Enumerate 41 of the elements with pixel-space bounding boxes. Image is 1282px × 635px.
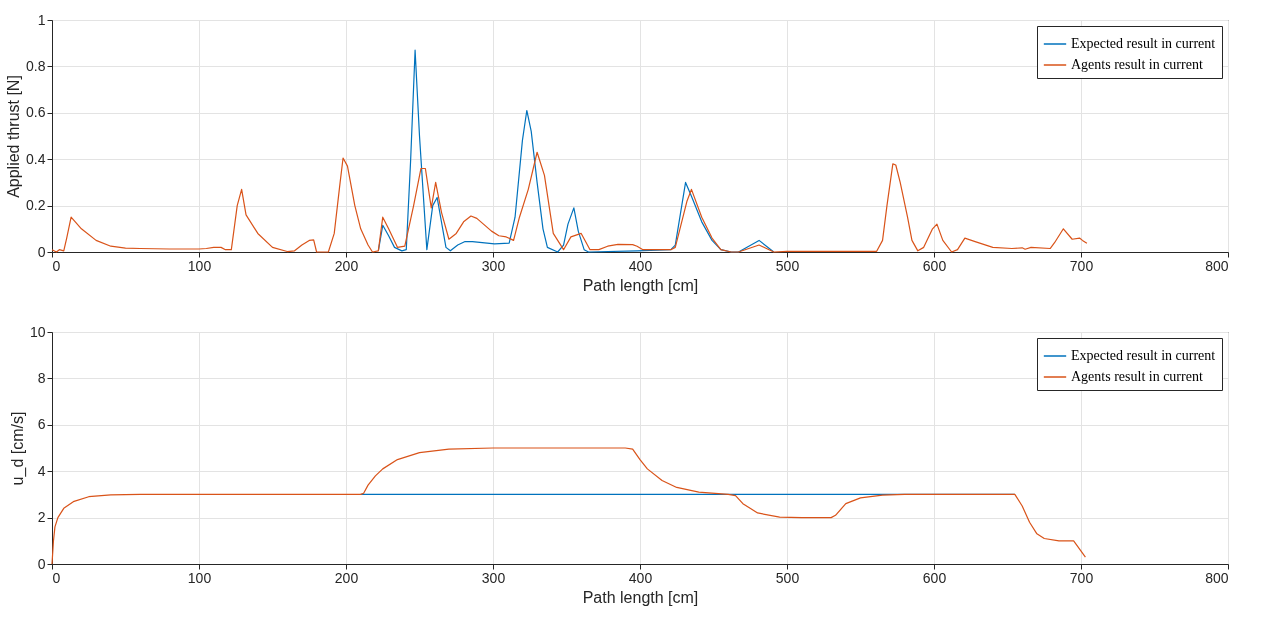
y-tick-label: 8: [37, 369, 46, 386]
y-tick-label: 0.4: [26, 150, 46, 167]
y-tick-label: 0: [37, 243, 46, 260]
y-tick-label: 0: [37, 555, 46, 572]
x-tick-label: 600: [922, 257, 947, 274]
line-series: [51, 447, 1087, 565]
x-tick-label: 200: [334, 569, 359, 586]
x-tick-label: 0: [52, 257, 61, 274]
x-tick-label: 500: [775, 257, 800, 274]
x-tick-label: 800: [1205, 257, 1229, 274]
y-axis-title: Applied thrust [N]: [5, 75, 23, 198]
x-tick-label: 200: [334, 257, 359, 274]
x-tick-label: 500: [775, 569, 800, 586]
y-tick-label: 10: [29, 323, 46, 340]
legend-label: Expected result in current: [1071, 36, 1216, 51]
x-tick-label: 700: [1069, 569, 1094, 586]
y-tick-label: 2: [37, 509, 46, 526]
y-tick-label: 6: [37, 416, 46, 433]
legend-label: Agents result in current: [1071, 57, 1203, 72]
x-tick-label: 300: [481, 569, 506, 586]
line-series: [377, 49, 775, 253]
x-tick-label: 100: [187, 257, 212, 274]
y-tick-label: 0.8: [26, 57, 46, 74]
y-axis-title: u_d [cm/s]: [8, 411, 27, 486]
y-tick-label: 1: [37, 11, 46, 28]
x-tick-label: 400: [628, 569, 653, 586]
x-tick-label: 400: [628, 257, 653, 274]
legend-label: Expected result in current: [1071, 348, 1216, 363]
y-tick-label: 0.6: [26, 104, 46, 121]
x-tick-label: 800: [1205, 569, 1229, 586]
x-tick-label: 300: [481, 257, 506, 274]
x-axis-title: Path length [cm]: [582, 588, 699, 606]
line-series: [51, 151, 1088, 253]
y-tick-label: 0.2: [26, 197, 46, 214]
x-tick-label: 600: [922, 569, 947, 586]
x-tick-label: 100: [187, 569, 212, 586]
legend-label: Agents result in current: [1071, 369, 1203, 384]
x-tick-label: 0: [52, 569, 61, 586]
y-tick-label: 4: [37, 462, 46, 479]
x-axis-title: Path length [cm]: [582, 276, 699, 294]
x-tick-label: 700: [1069, 257, 1094, 274]
